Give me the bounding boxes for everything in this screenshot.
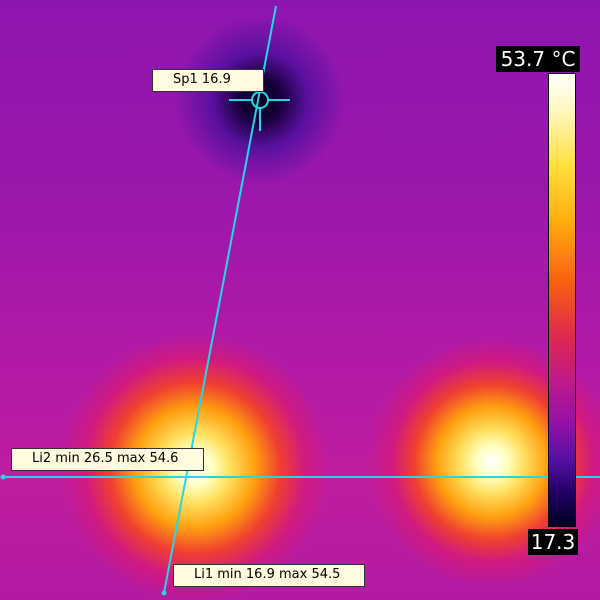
scale-max-value: 53.7 °C: [496, 46, 580, 72]
scale-min-value: 17.3: [528, 529, 578, 555]
spot-label: Sp1 16.9: [152, 69, 264, 92]
line1-label: Li1 min 16.9 max 54.5: [173, 564, 365, 587]
line2-endpoint[interactable]: [0, 474, 6, 480]
temperature-scale-bar: [548, 73, 576, 527]
line1-measurement[interactable]: [163, 5, 277, 594]
line1-endpoint[interactable]: [161, 590, 167, 596]
line2-label: Li2 min 26.5 max 54.6: [11, 448, 204, 471]
